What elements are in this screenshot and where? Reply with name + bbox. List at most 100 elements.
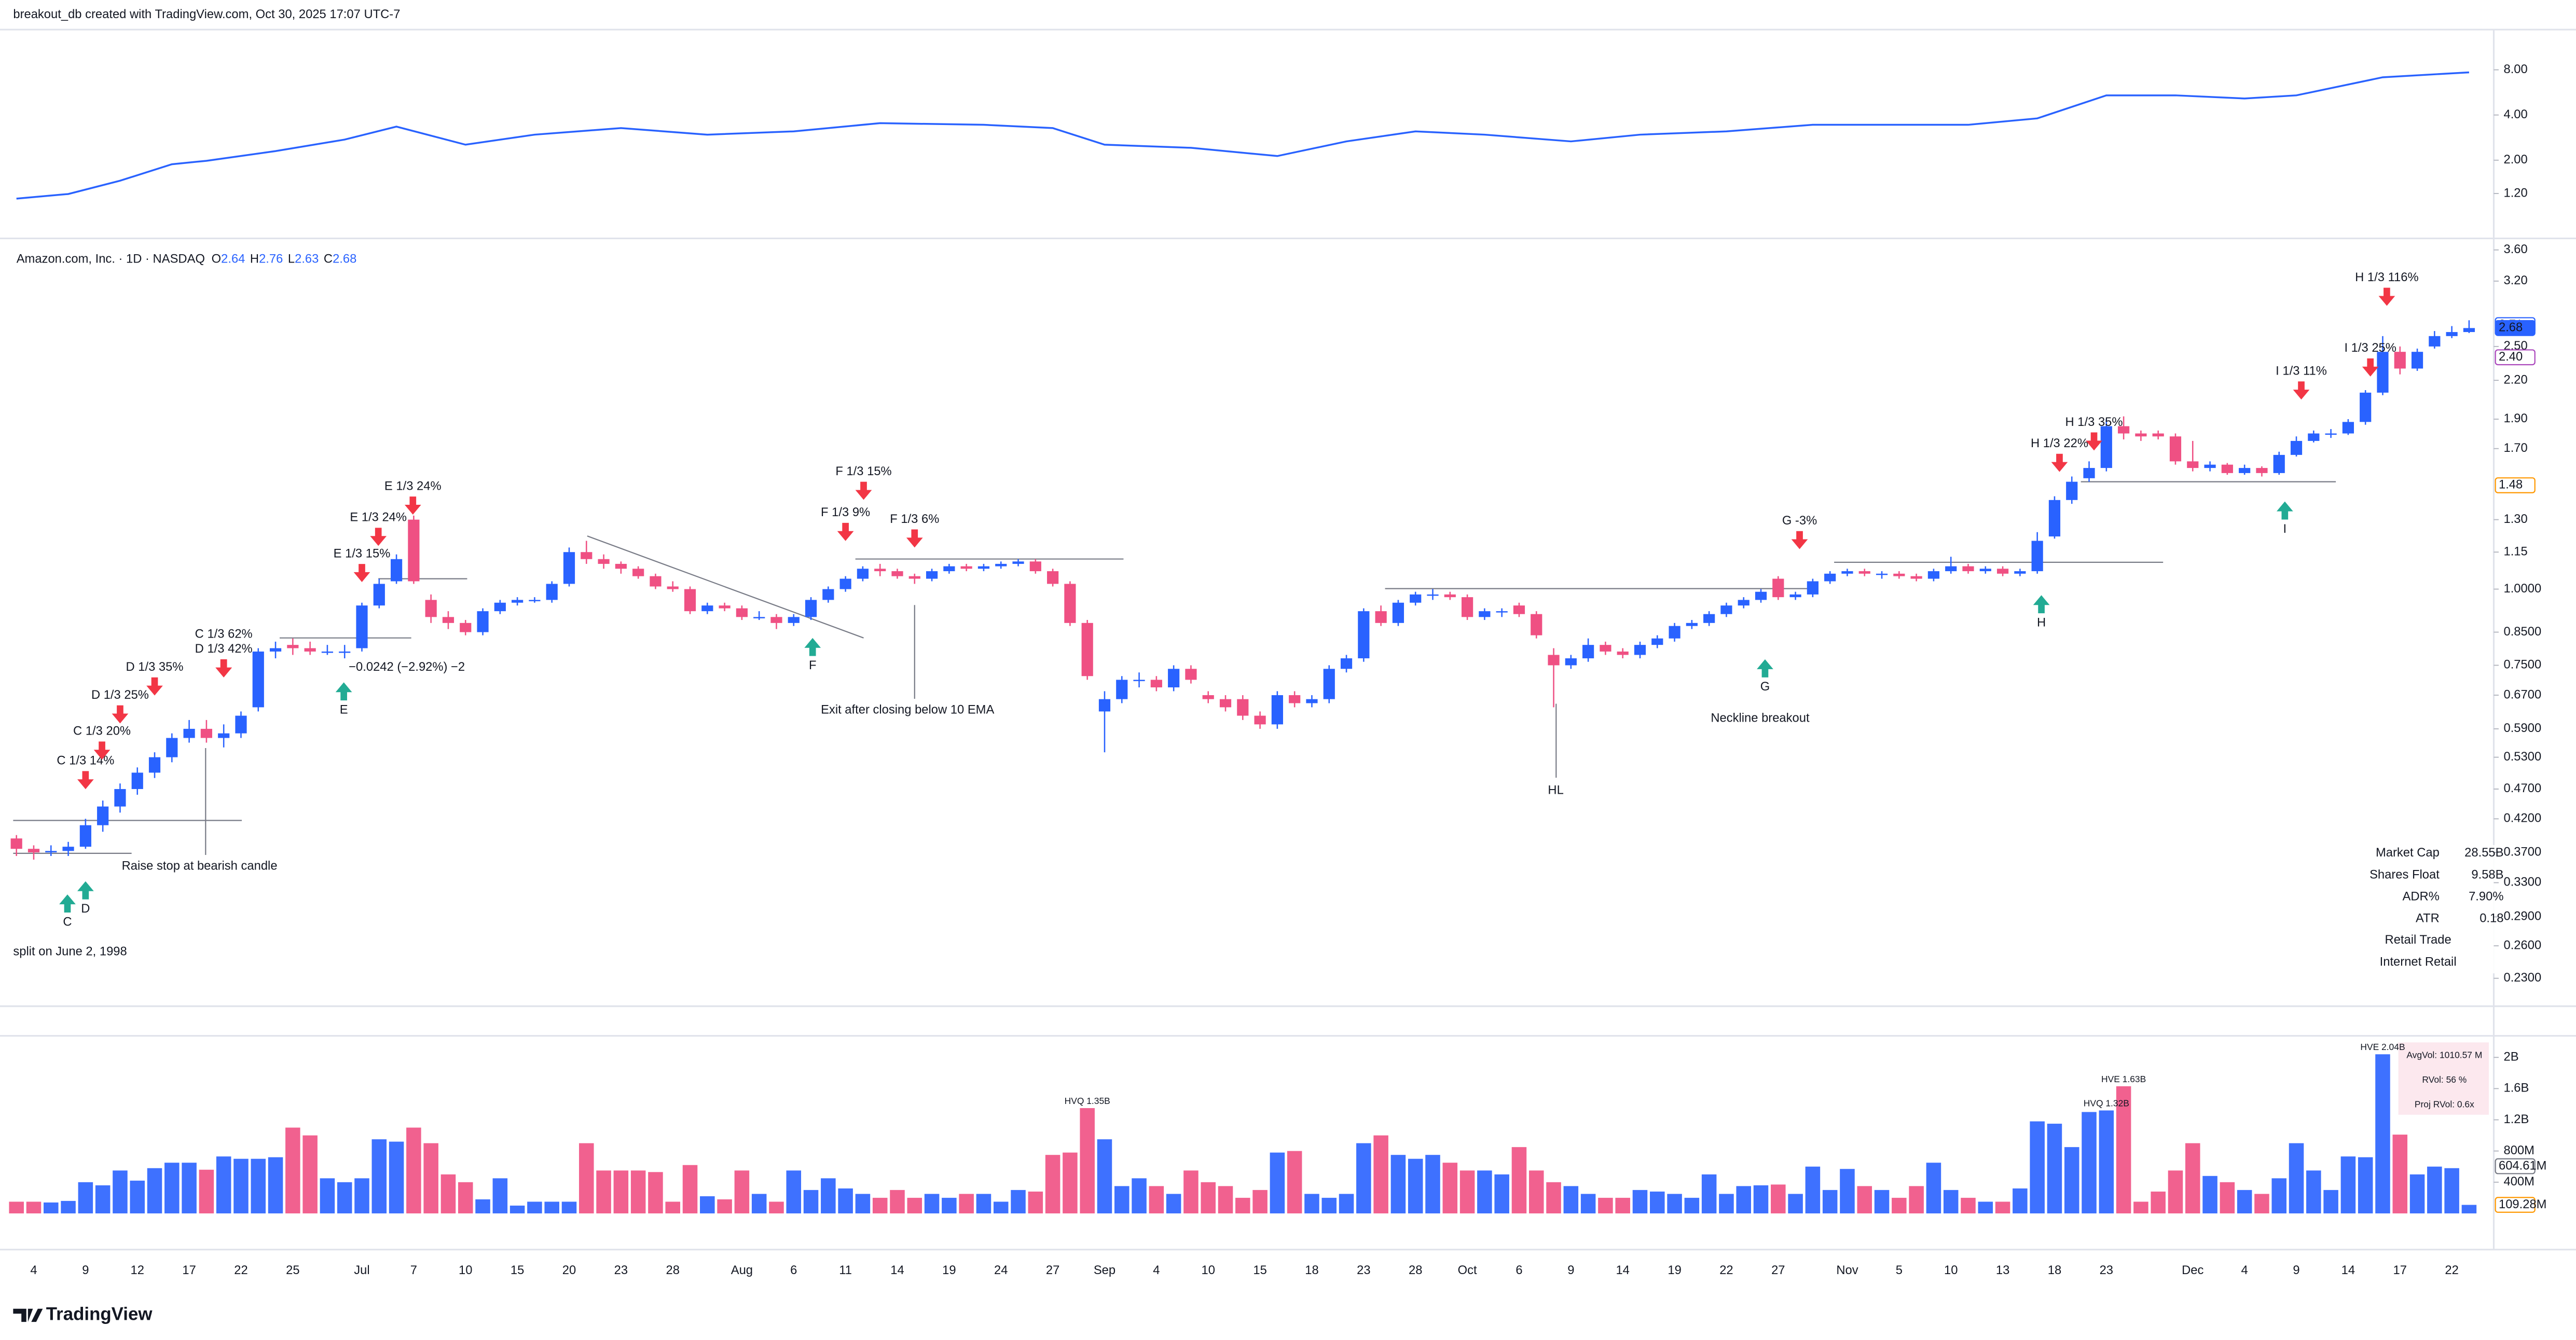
sell-label: D 1/3 25% [91, 688, 149, 702]
volume-bar [855, 1194, 871, 1213]
sell-label: C 1/3 14% [57, 754, 114, 768]
volume-bar [993, 1201, 1009, 1213]
sell-label: E 1/3 15% [334, 546, 391, 560]
volume-bar [1701, 1174, 1717, 1213]
x-tick-label: 23 [2100, 1263, 2113, 1277]
volume-bar [2409, 1174, 2425, 1213]
candle-body [1254, 715, 1266, 725]
volume-bar [1028, 1191, 1043, 1213]
x-tick-label: 22 [1719, 1263, 1733, 1277]
candle-body [1202, 695, 1214, 699]
candle-body [2273, 454, 2285, 473]
candle-body [62, 847, 74, 851]
volume-bar [665, 1201, 681, 1213]
x-tick-label: Nov [1836, 1263, 1858, 1277]
candle-body [1237, 699, 1249, 716]
volume-bar [251, 1158, 266, 1213]
candle-body [1617, 651, 1629, 655]
sell-arrow [906, 529, 923, 548]
candle-body [1945, 566, 1957, 572]
volume-annotation: HVQ 1.32B [2084, 1098, 2129, 1108]
volume-bar [1615, 1197, 1630, 1213]
buy-label: D [81, 902, 90, 916]
candle-body [200, 728, 212, 738]
candle-body [1651, 638, 1663, 645]
volume-bar [1667, 1194, 1682, 1213]
volume-bar [1892, 1197, 1907, 1213]
volume-bar [1132, 1178, 1147, 1213]
volume-bar [2202, 1176, 2217, 1213]
sell-arrow [2378, 287, 2395, 306]
candle-body [908, 576, 920, 579]
volume-bar [2254, 1194, 2269, 1213]
sell-label: I 1/3 25% [2344, 341, 2396, 355]
candle-body [2394, 352, 2406, 369]
volume-bar [113, 1170, 128, 1213]
buy-arrow [2033, 595, 2050, 614]
y-tick-label: 0.6700 [2503, 687, 2541, 701]
volume-bar [1442, 1163, 1458, 1213]
volume-bar [406, 1127, 421, 1213]
candle-body [632, 569, 644, 576]
x-tick-label: 28 [1409, 1263, 1422, 1277]
volume-bar [1978, 1201, 1993, 1213]
candle-body [1479, 611, 1491, 617]
volume-bar [1909, 1186, 1924, 1213]
volume-bar [2030, 1121, 2045, 1213]
candle-body [1185, 669, 1197, 680]
volume-bar [1356, 1143, 1371, 1213]
candle-body [114, 789, 126, 807]
x-tick-label: 17 [2393, 1263, 2407, 1277]
candle-body [235, 715, 247, 734]
buy-label: E [340, 702, 348, 716]
volume-bar [1943, 1190, 1959, 1213]
volume-bar [509, 1205, 525, 1213]
candle-body [667, 586, 679, 589]
volume-bar [337, 1182, 352, 1213]
candle-body [1669, 626, 1680, 639]
buy-arrow [804, 638, 821, 656]
sell-arrow [1791, 531, 1808, 549]
candle-body [615, 563, 627, 569]
candle-body [218, 733, 230, 738]
x-tick-label: 19 [1668, 1263, 1681, 1277]
volume-bar [233, 1158, 249, 1213]
candle-body [1012, 561, 1024, 564]
rvol-text: AvgVol: 1010.57 M [2406, 1049, 2482, 1060]
volume-bar [1045, 1155, 1060, 1213]
x-tick-label: 23 [1357, 1263, 1370, 1277]
logo [13, 1308, 43, 1322]
volume-bar [613, 1170, 629, 1213]
volume-bar [2168, 1170, 2183, 1213]
sell-arrow [404, 496, 421, 515]
x-tick-label: 25 [286, 1263, 299, 1277]
x-tick-label: 18 [1305, 1263, 1318, 1277]
x-tick-label: 24 [994, 1263, 1008, 1277]
volume-bar [803, 1190, 819, 1213]
sell-arrow [146, 677, 163, 696]
volume-bar [527, 1201, 542, 1213]
y-tick-label: 1.20 [2503, 186, 2527, 200]
y-tick-label: 0.7500 [2503, 658, 2541, 672]
sell-arrow [93, 741, 111, 760]
volume-bar [1822, 1190, 1838, 1213]
candle-body [1962, 566, 1974, 572]
y-tick-label: 1.2B [2503, 1112, 2529, 1126]
sell-arrow [2051, 453, 2068, 472]
candle-body [995, 563, 1007, 567]
volume-bar [821, 1178, 836, 1213]
candle-body [2342, 422, 2354, 434]
volume-bar [2289, 1143, 2304, 1213]
volume-bar [1805, 1166, 1821, 1213]
x-tick-label: 19 [942, 1263, 956, 1277]
candle-body [1910, 576, 1922, 579]
candle-body [183, 728, 195, 738]
buy-label: C [63, 915, 72, 929]
y-tick-label: 0.4200 [2503, 811, 2541, 825]
candle-body [1600, 645, 1611, 652]
sell-arrow [112, 705, 129, 724]
candle-body [2204, 464, 2216, 468]
volume-bar [2064, 1147, 2079, 1213]
volume-bar [1459, 1170, 1475, 1213]
candle-body [1858, 571, 1870, 574]
